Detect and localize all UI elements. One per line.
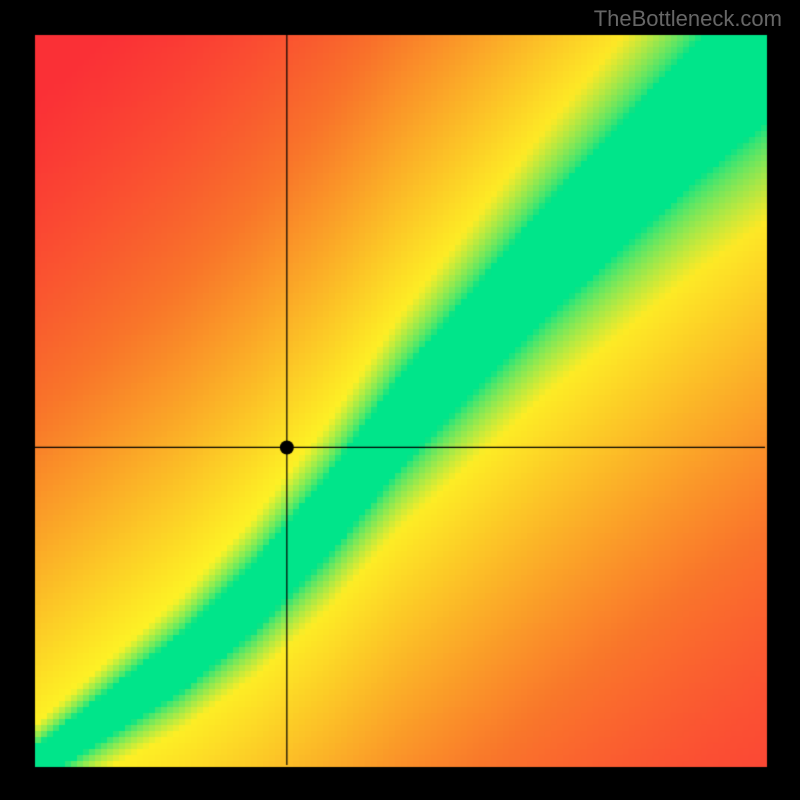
- watermark-text: TheBottleneck.com: [594, 6, 782, 32]
- bottleneck-heatmap: [0, 0, 800, 800]
- chart-container: TheBottleneck.com: [0, 0, 800, 800]
